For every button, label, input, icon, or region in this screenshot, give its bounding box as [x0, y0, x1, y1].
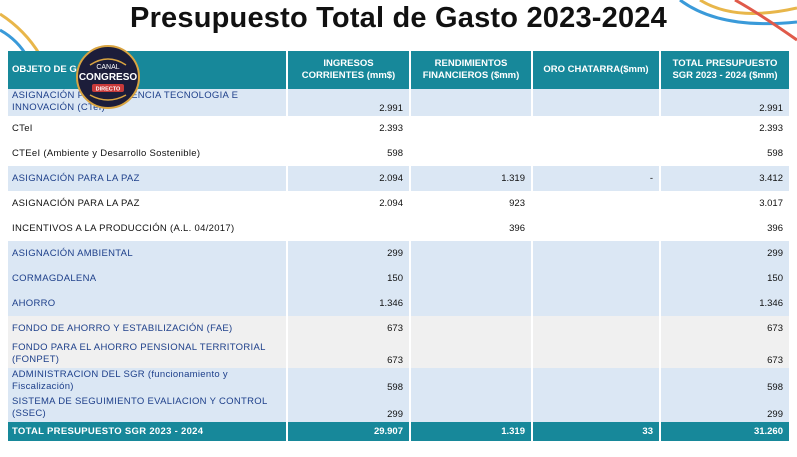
- row-ingresos: [287, 216, 411, 241]
- table-header-row: OBJETO DE GASTO INGRESOS CORRIENTES (mm$…: [8, 51, 789, 89]
- page-title: Presupuesto Total de Gasto 2023-2024: [130, 2, 667, 34]
- row-total: 673: [660, 316, 789, 341]
- table-row: CORMAGDALENA 150 150: [8, 266, 789, 291]
- row-rendimientos: 396: [410, 216, 533, 241]
- row-oro: [532, 341, 661, 368]
- row-total: 3.412: [660, 166, 789, 191]
- row-total: 598: [660, 141, 789, 166]
- table-row: AHORRO 1.346 1.346: [8, 291, 789, 316]
- row-label: ADMINISTRACION DEL SGR (funcionamiento y…: [8, 368, 288, 395]
- row-label: SISTEMA DE SEGUIMIENTO EVALIACION Y CONT…: [8, 395, 288, 422]
- row-total: 150: [660, 266, 789, 291]
- table-row: FONDO PARA EL AHORRO PENSIONAL TERRITORI…: [8, 341, 789, 368]
- row-oro: [532, 316, 661, 341]
- row-ingresos: 299: [287, 241, 411, 266]
- total-label: TOTAL PRESUPUESTO SGR 2023 - 2024: [8, 422, 288, 441]
- row-label: CTEeI (Ambiente y Desarrollo Sostenible): [8, 141, 288, 166]
- row-rendimientos: [410, 395, 533, 422]
- row-ingresos: 1.346: [287, 291, 411, 316]
- row-oro: [532, 89, 661, 116]
- row-label: CORMAGDALENA: [8, 266, 288, 291]
- row-ingresos: 2.094: [287, 191, 411, 216]
- logo-line1: CANAL: [96, 64, 119, 71]
- row-ingresos: 2.393: [287, 116, 411, 141]
- row-rendimientos: [410, 316, 533, 341]
- row-ingresos: 673: [287, 316, 411, 341]
- table-row: ASIGNACIÓN PARA LA PAZ 2.094 1.319 - 3.4…: [8, 166, 789, 191]
- header-rendimientos: RENDIMIENTOS FINANCIEROS ($mm): [410, 51, 533, 89]
- row-oro: [532, 191, 661, 216]
- row-total: 299: [660, 395, 789, 422]
- row-label: FONDO PARA EL AHORRO PENSIONAL TERRITORI…: [8, 341, 288, 368]
- row-oro: [532, 368, 661, 395]
- row-rendimientos: 923: [410, 191, 533, 216]
- total-row: TOTAL PRESUPUESTO SGR 2023 - 2024 29.907…: [8, 422, 789, 441]
- row-oro: [532, 141, 661, 166]
- header-oro: ORO CHATARRA($mm): [532, 51, 661, 89]
- row-total: 2.393: [660, 116, 789, 141]
- row-rendimientos: [410, 141, 533, 166]
- row-oro: [532, 116, 661, 141]
- row-total: 673: [660, 341, 789, 368]
- total-rendimientos: 1.319: [410, 422, 533, 441]
- row-ingresos: 150: [287, 266, 411, 291]
- row-total: 299: [660, 241, 789, 266]
- row-total: 1.346: [660, 291, 789, 316]
- row-oro: [532, 216, 661, 241]
- row-total: 396: [660, 216, 789, 241]
- row-rendimientos: [410, 241, 533, 266]
- row-oro: [532, 395, 661, 422]
- row-label: CTeI: [8, 116, 288, 141]
- header-ingresos: INGRESOS CORRIENTES (mm$): [287, 51, 411, 89]
- table-row: ADMINISTRACION DEL SGR (funcionamiento y…: [8, 368, 789, 395]
- logo-line3: DIRECTO: [96, 87, 121, 93]
- row-rendimientos: [410, 341, 533, 368]
- row-label: ASIGNACIÓN PARA LA PAZ: [8, 166, 288, 191]
- row-rendimientos: [410, 291, 533, 316]
- row-label: FONDO DE AHORRO Y ESTABILIZACIÓN (FAE): [8, 316, 288, 341]
- total-oro: 33: [532, 422, 661, 441]
- table-row: ASIGNACIÓN AMBIENTAL 299 299: [8, 241, 789, 266]
- table-row: ASIGNACIÓN PARA LA PAZ 2.094 923 3.017: [8, 191, 789, 216]
- row-total: 2.991: [660, 89, 789, 116]
- row-total: 3.017: [660, 191, 789, 216]
- row-oro: [532, 241, 661, 266]
- row-ingresos: 673: [287, 341, 411, 368]
- row-label: ASIGNACIÓN PARA LA CIENCIA TECNOLOGIA E …: [8, 89, 288, 116]
- canal-congreso-logo: CANAL CONGRESO DIRECTO: [76, 45, 140, 109]
- table-row: SISTEMA DE SEGUIMIENTO EVALIACION Y CONT…: [8, 395, 789, 422]
- row-oro: -: [532, 166, 661, 191]
- row-label: ASIGNACIÓN PARA LA PAZ: [8, 191, 288, 216]
- header-objeto: OBJETO DE GASTO: [8, 51, 288, 89]
- row-label: INCENTIVOS A LA PRODUCCIÓN (A.L. 04/2017…: [8, 216, 288, 241]
- row-ingresos: 299: [287, 395, 411, 422]
- table-row: CTEeI (Ambiente y Desarrollo Sostenible)…: [8, 141, 789, 166]
- total-total: 31.260: [660, 422, 789, 441]
- row-ingresos: 598: [287, 141, 411, 166]
- row-rendimientos: [410, 116, 533, 141]
- row-rendimientos: [410, 266, 533, 291]
- row-oro: [532, 266, 661, 291]
- table-row: INCENTIVOS A LA PRODUCCIÓN (A.L. 04/2017…: [8, 216, 789, 241]
- row-ingresos: 2.991: [287, 89, 411, 116]
- table-row: FONDO DE AHORRO Y ESTABILIZACIÓN (FAE) 6…: [8, 316, 789, 341]
- logo-line2: CONGRESO: [79, 72, 138, 83]
- row-oro: [532, 291, 661, 316]
- total-ingresos: 29.907: [287, 422, 411, 441]
- row-rendimientos: [410, 89, 533, 116]
- row-ingresos: 2.094: [287, 166, 411, 191]
- row-ingresos: 598: [287, 368, 411, 395]
- row-rendimientos: 1.319: [410, 166, 533, 191]
- table-row: CTeI 2.393 2.393: [8, 116, 789, 141]
- decorative-swooshes: [0, 0, 797, 59]
- row-label: AHORRO: [8, 291, 288, 316]
- table-row: ASIGNACIÓN PARA LA CIENCIA TECNOLOGIA E …: [8, 89, 789, 116]
- row-rendimientos: [410, 368, 533, 395]
- row-label: ASIGNACIÓN AMBIENTAL: [8, 241, 288, 266]
- header-total: TOTAL PRESUPUESTO SGR 2023 - 2024 ($mm): [660, 51, 789, 89]
- row-total: 598: [660, 368, 789, 395]
- budget-table: OBJETO DE GASTO INGRESOS CORRIENTES (mm$…: [8, 51, 789, 441]
